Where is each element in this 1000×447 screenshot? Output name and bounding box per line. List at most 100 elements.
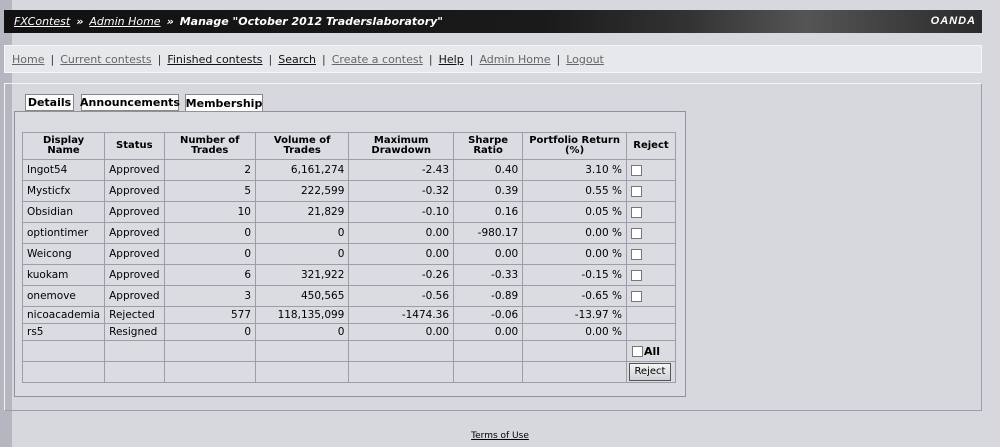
- nav-home-link[interactable]: Home: [12, 52, 45, 66]
- reject-checkbox[interactable]: [630, 290, 642, 302]
- cell-trades: 10: [163, 201, 256, 223]
- terms-of-use-link[interactable]: Terms of Use: [471, 431, 529, 441]
- cell-drawdown: -0.56: [348, 285, 455, 307]
- content-panel: [4, 83, 982, 411]
- cell-reject: [625, 180, 677, 202]
- reject-checkbox[interactable]: [630, 269, 642, 281]
- cell-status: Approved: [104, 264, 165, 286]
- cell-sharpe: -0.33: [453, 264, 524, 286]
- reject-button[interactable]: Reject: [628, 363, 671, 381]
- cell-drawdown: -0.10: [348, 201, 455, 223]
- cell-status: Approved: [104, 285, 165, 307]
- cell-return: -0.15 %: [522, 264, 627, 286]
- oanda-logo: OANDA: [930, 15, 976, 27]
- cell-reject: [625, 264, 677, 286]
- cell-return: 0.55 %: [522, 180, 627, 202]
- cell-display-name: kuokam: [21, 264, 106, 286]
- tab-details[interactable]: Details: [25, 94, 74, 111]
- cell-display-name: onemove: [21, 285, 106, 307]
- cell-volume: 21,829: [254, 201, 350, 223]
- table-row: nicoacademia Rejected 577 118,135,099 -1…: [21, 306, 677, 324]
- tab-membership[interactable]: Membership: [185, 94, 263, 112]
- cell-reject: [625, 243, 677, 265]
- nav-separator: |: [469, 52, 474, 66]
- col-header-maximum-drawdown: Maximum Drawdown: [348, 132, 455, 160]
- nav-separator: |: [428, 52, 433, 66]
- cell-volume: 450,565: [254, 285, 350, 307]
- header-bar: FXContest » Admin Home » Manage "October…: [4, 10, 982, 33]
- membership-table: Display Name Status Number of Trades Vol…: [21, 132, 677, 383]
- cell-trades: 0: [163, 243, 256, 265]
- reject-checkbox[interactable]: [630, 206, 642, 218]
- cell-sharpe: 0.00: [453, 243, 524, 265]
- cell-sharpe: -0.89: [453, 285, 524, 307]
- nav-logout-link[interactable]: Logout: [566, 52, 604, 66]
- cell-volume: 0: [254, 243, 350, 265]
- cell-trades: 3: [163, 285, 256, 307]
- select-all-label: All: [643, 344, 661, 358]
- breadcrumb-separator: »: [166, 15, 174, 28]
- cell-return: -13.97 %: [522, 306, 627, 324]
- nav-help-link[interactable]: Help: [438, 52, 464, 66]
- col-header-display-name: Display Name: [21, 132, 106, 160]
- cell-display-name: nicoacademia: [21, 306, 106, 324]
- table-row: Weicong Approved 0 0 0.00 0.00 0.00 %: [21, 243, 677, 265]
- col-header-portfolio-return: Portfolio Return (%): [522, 132, 627, 160]
- cell-reject: [625, 323, 677, 341]
- cell-drawdown: 0.00: [348, 222, 455, 244]
- cell-volume: 0: [254, 222, 350, 244]
- cell-drawdown: -1474.36: [348, 306, 455, 324]
- cell-drawdown: -0.32: [348, 180, 455, 202]
- cell-trades: 2: [163, 159, 256, 181]
- nav-create-contest-link[interactable]: Create a contest: [331, 52, 423, 66]
- page-title: Manage "October 2012 Traderslaboratory": [179, 15, 444, 28]
- cell-status: Approved: [104, 201, 165, 223]
- cell-return: 0.05 %: [522, 201, 627, 223]
- cell-volume: 0: [254, 323, 350, 341]
- col-header-reject: Reject: [625, 132, 677, 160]
- reject-checkbox[interactable]: [630, 227, 642, 239]
- nav-search-link[interactable]: Search: [278, 52, 317, 66]
- tab-announcements[interactable]: Announcements: [80, 94, 180, 111]
- reject-checkbox[interactable]: [630, 164, 642, 176]
- cell-sharpe: -980.17: [453, 222, 524, 244]
- nav-separator: |: [556, 52, 561, 66]
- cell-reject: [625, 201, 677, 223]
- cell-sharpe: -0.06: [453, 306, 524, 324]
- col-header-volume-of-trades: Volume of Trades: [254, 132, 350, 160]
- cell-sharpe: 0.39: [453, 180, 524, 202]
- breadcrumb-admin-home-link[interactable]: Admin Home: [89, 15, 161, 28]
- cell-drawdown: 0.00: [348, 323, 455, 341]
- cell-reject: [625, 306, 677, 324]
- cell-return: 0.00 %: [522, 222, 627, 244]
- cell-sharpe: 0.00: [453, 323, 524, 341]
- select-all-checkbox[interactable]: [631, 345, 643, 357]
- top-nav: Home | Current contests | Finished conte…: [4, 45, 982, 73]
- cell-drawdown: -0.26: [348, 264, 455, 286]
- select-all-row: All: [21, 340, 677, 362]
- cell-return: 3.10 %: [522, 159, 627, 181]
- nav-current-contests-link[interactable]: Current contests: [60, 52, 152, 66]
- breadcrumb-fxcontest-link[interactable]: FXContest: [14, 15, 71, 28]
- action-row: Reject: [21, 361, 677, 383]
- nav-admin-home-link[interactable]: Admin Home: [479, 52, 551, 66]
- nav-separator: |: [322, 52, 326, 66]
- cell-reject-action: Reject: [625, 361, 677, 383]
- cell-display-name: Mysticfx: [21, 180, 106, 202]
- reject-checkbox[interactable]: [630, 248, 642, 260]
- cell-status: Resigned: [104, 323, 165, 341]
- table-row: Ingot54 Approved 2 6,161,274 -2.43 0.40 …: [21, 159, 677, 181]
- table-row: onemove Approved 3 450,565 -0.56 -0.89 -…: [21, 285, 677, 307]
- cell-sharpe: 0.16: [453, 201, 524, 223]
- cell-display-name: Obsidian: [21, 201, 106, 223]
- cell-volume: 118,135,099: [254, 306, 350, 324]
- nav-finished-contests-link[interactable]: Finished contests: [167, 52, 263, 66]
- table-row: Obsidian Approved 10 21,829 -0.10 0.16 0…: [21, 201, 677, 223]
- col-header-status: Status: [104, 132, 165, 160]
- cell-status: Approved: [104, 243, 165, 265]
- col-header-number-of-trades: Number of Trades: [163, 132, 256, 160]
- cell-volume: 222,599: [254, 180, 350, 202]
- reject-checkbox[interactable]: [630, 185, 642, 197]
- cell-status: Approved: [104, 180, 165, 202]
- cell-trades: 577: [163, 306, 256, 324]
